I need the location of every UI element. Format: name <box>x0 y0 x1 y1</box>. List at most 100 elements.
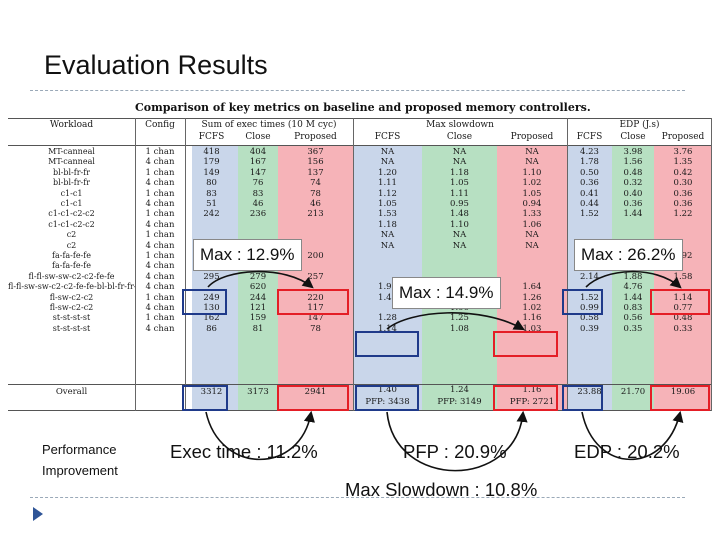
edp-fcfs-cell: 0.41 <box>580 188 599 199</box>
edp-close-cell: 0.35 <box>623 323 643 334</box>
sub-header-fcfs: FCFS <box>374 132 401 142</box>
workload-cell: fl-fl-sw-sw-c2-c2-fe-fe <box>28 271 115 281</box>
config-cell: 1 chan <box>145 251 175 261</box>
sub-header-close: Close <box>446 132 473 142</box>
exec-fcfs-cell: 162 <box>203 313 220 324</box>
exec-time-header: Sum of exec times (10 M cyc) <box>201 120 337 130</box>
overall-rule <box>8 384 712 385</box>
slowdown-close-cell: 1.25 <box>450 313 469 324</box>
workload-cell: c1-c1 <box>60 199 83 208</box>
config-cell: 4 chan <box>145 323 175 334</box>
slowdown-max-arrow <box>386 312 525 331</box>
slowdown-proposed-cell: NA <box>525 240 539 251</box>
summary-label-line1: Performance <box>42 442 117 457</box>
edp-proposed-cell: 0.77 <box>673 303 693 313</box>
edp-close-cell: 1.44 <box>623 209 643 220</box>
overall-edp-fcfs: 23.88 <box>577 387 602 397</box>
workload-cell: c1-c1 <box>60 188 83 198</box>
exec-close-cell: 244 <box>249 292 267 303</box>
slowdown-proposed-cell: 1.26 <box>522 292 542 303</box>
edp-proposed-cell: 0.36 <box>673 199 693 209</box>
exec-close-cell: 236 <box>249 209 267 220</box>
edp-overall-proposed-highlight-box <box>650 385 710 411</box>
workload-cell: bl-bl-fr-fr <box>52 178 91 188</box>
edp-overall-arrow <box>581 410 684 460</box>
slowdown-close-cell: 1.08 <box>450 323 469 334</box>
edp-close-cell: 3.98 <box>623 147 643 157</box>
exec-fcfs-cell: 86 <box>206 323 217 334</box>
edp-fcfs-cell: 0.36 <box>580 178 599 189</box>
summary-label-line2: Improvement <box>42 463 118 478</box>
edp-fcfs-cell: 1.78 <box>580 157 599 168</box>
column-divider <box>567 118 568 411</box>
slowdown-close-cell: 1.10 <box>450 219 469 230</box>
slowdown-fcfs-cell: 1.11 <box>378 178 397 189</box>
slowdown-fcfs-cell: 1.53 <box>378 209 397 220</box>
slowdown-proposed-cell: NA <box>525 230 539 241</box>
slowdown-proposed-cell: 1.05 <box>522 188 542 199</box>
sub-header-proposed: Proposed <box>661 132 705 142</box>
slowdown-proposed-cell: NA <box>525 157 539 168</box>
exec-fcfs-cell: 295 <box>203 271 220 282</box>
header-rule <box>8 145 712 146</box>
sub-header-proposed: Proposed <box>294 132 337 142</box>
pfp-arrow <box>386 410 528 472</box>
edp-proposed-cell: 1.35 <box>673 157 693 168</box>
exec-overall-arrow <box>205 410 315 460</box>
config-cell: 4 chan <box>145 261 175 272</box>
table-border-top <box>8 118 712 119</box>
column-divider <box>185 118 186 411</box>
edp-close-cell: 4.76 <box>623 282 643 293</box>
exec-fcfs-cell: 83 <box>206 188 217 199</box>
slowdown-close-cell: 1.48 <box>450 209 469 220</box>
config-cell: 4 chan <box>145 303 175 313</box>
overall-pfp-fcfs: PFP: 3438 <box>365 397 410 407</box>
exec-proposed-cell: 367 <box>307 147 324 157</box>
edp-proposed-cell: 1.22 <box>673 209 693 220</box>
exec-proposed-cell: 137 <box>307 167 324 178</box>
exec-close-column-bg <box>238 145 278 411</box>
edp-proposed-cell: 0.36 <box>673 188 693 199</box>
edp-close-cell: 1.44 <box>623 292 643 303</box>
slowdown-proposed-cell: 1.03 <box>522 323 542 334</box>
edp-proposed-cell: 0.30 <box>673 178 693 189</box>
slowdown-fcfs-cell: 1.18 <box>378 219 397 230</box>
workload-cell: c1-c1-c2-c2 <box>48 219 95 229</box>
sub-header-close: Close <box>245 132 271 142</box>
exec-proposed-cell: 78 <box>310 323 321 334</box>
overall-pfp-proposed: PFP: 2721 <box>509 397 555 407</box>
exec-proposed-highlight-box <box>277 289 349 315</box>
config-cell: 1 chan <box>145 292 175 303</box>
edp-proposed-cell: 1.14 <box>673 292 693 303</box>
workload-cell: fl-sw-c2-c2 <box>49 303 94 312</box>
slowdown-fcfs-cell: 1.20 <box>378 167 397 178</box>
overall-pfp-close: PFP: 3149 <box>437 397 482 407</box>
edp-close-cell: 0.56 <box>623 313 643 324</box>
workload-cell: fa-fa-fe-fe <box>52 251 91 260</box>
config-cell: 1 chan <box>145 209 175 220</box>
edp-max-arrow <box>585 270 682 289</box>
exec-close-cell: 83 <box>252 188 264 199</box>
exec-proposed-cell: 156 <box>307 157 324 168</box>
edp-fcfs-cell: 2.14 <box>580 271 599 282</box>
exec-close-cell: 620 <box>249 282 267 293</box>
slowdown-proposed-cell: 1.64 <box>522 282 542 293</box>
slowdown-max-callout: Max : 14.9% <box>392 277 501 309</box>
exec-fcfs-cell: 249 <box>203 292 220 303</box>
slowdown-proposed-cell: 1.33 <box>522 209 542 220</box>
edp-fcfs-column-bg <box>567 145 612 411</box>
exec-proposed-cell: 78 <box>310 188 321 199</box>
edp-close-cell: 0.40 <box>623 188 643 199</box>
overall-exec-fcfs: 3312 <box>200 387 223 397</box>
config-cell: 1 chan <box>145 167 175 178</box>
config-cell: 4 chan <box>145 199 175 209</box>
exec-fcfs-column-bg <box>192 145 238 411</box>
slowdown-fcfs-cell: NA <box>380 230 395 241</box>
edp-fcfs-cell: 0.39 <box>580 323 599 334</box>
slowdown-close-cell: NA <box>452 240 467 251</box>
edp-close-cell: 0.36 <box>623 199 643 209</box>
edp-fcfs-cell: 0.50 <box>580 167 599 178</box>
slowdown-close-cell: NA <box>452 230 467 241</box>
overall-label: Overall <box>55 387 88 397</box>
bullet-arrow-icon <box>33 507 43 521</box>
